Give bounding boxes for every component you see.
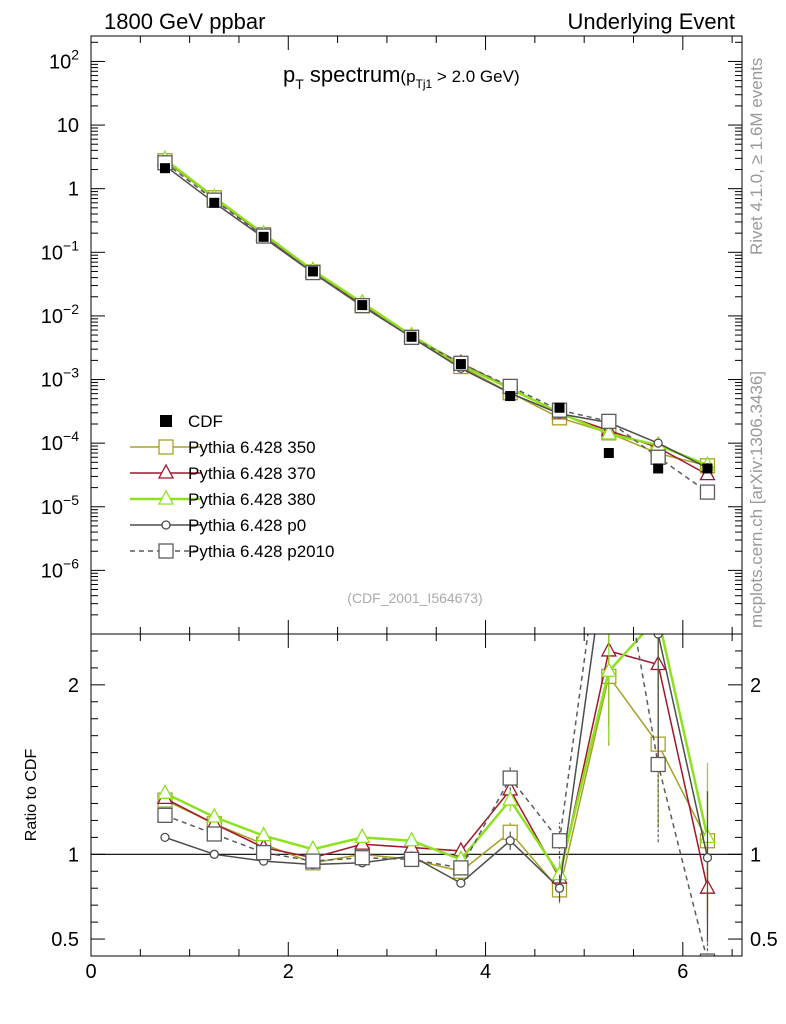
ratio-point-p2010	[206, 826, 222, 842]
series-point-p2010	[650, 449, 666, 465]
ratio-point-p2010	[157, 807, 173, 823]
series-point-p2010	[601, 413, 617, 430]
x-tick-label: 6	[677, 961, 688, 983]
x-tick-label: 2	[283, 961, 294, 983]
ratio-point-p0	[160, 832, 170, 843]
data-point-cdf	[406, 331, 417, 342]
ratio-point-p0	[456, 878, 466, 888]
data-point-cdf	[357, 300, 368, 311]
main-y-tick-label: 10−2	[41, 301, 79, 328]
legend-marker-cdf	[160, 415, 172, 427]
ratio-point-p0	[605, 528, 613, 536]
ratio-point-p380	[255, 826, 272, 842]
x-tick-label: 0	[85, 961, 96, 983]
ratio-y-tick-label: 0.5	[51, 929, 79, 951]
analysis-id-label: (CDF_2001_I564673)	[347, 590, 482, 606]
ratio-point-p0	[702, 853, 713, 863]
ratio-point-p2010	[602, 474, 616, 488]
series-line-p370	[164, 159, 708, 476]
x-tick-label: 4	[480, 961, 491, 983]
ratio-y-axis-label: Ratio to CDF	[23, 749, 40, 842]
main-y-tick-label: 10−6	[41, 555, 79, 582]
ratio-point-p0	[554, 883, 565, 893]
ratio-point-p380	[502, 790, 519, 806]
ratio-point-p2010	[255, 844, 272, 861]
ratio-point-p380	[354, 827, 371, 844]
ratio-point-p2010	[551, 833, 568, 849]
series-line-p350	[164, 160, 708, 467]
energy-label: 1800 GeV ppbar	[104, 9, 265, 34]
main-y-tick-label: 1	[68, 179, 79, 201]
main-y-tick-label: 10−5	[41, 492, 79, 519]
ratio-point-p0	[653, 634, 663, 639]
ratio-point-p0	[209, 849, 219, 859]
data-point-cdf	[159, 163, 170, 174]
ratio-point-p380	[651, 609, 665, 622]
ratio-point-p380	[206, 807, 223, 823]
data-point-cdf	[209, 197, 220, 208]
data-point-cdf	[702, 463, 713, 474]
series-point-p2010	[699, 484, 716, 500]
ratio-y-tick-label-right: 2	[750, 675, 761, 697]
series-point-p380	[600, 424, 617, 440]
ratio-y-tick-label-right: 0.5	[750, 929, 778, 951]
ratio-line-p2010	[164, 634, 707, 956]
legend-label-p2010: Pythia 6.428 p2010	[188, 542, 335, 561]
data-point-cdf	[307, 266, 318, 277]
data-point-cdf	[554, 402, 565, 413]
ratio-point-p2010	[305, 853, 321, 869]
ratio-point-p0	[505, 836, 515, 846]
data-point-cdf	[603, 448, 614, 459]
legend-label-p350: Pythia 6.428 350	[188, 438, 316, 457]
ratio-point-p380	[403, 831, 420, 847]
main-y-tick-label: 102	[49, 46, 79, 73]
series-line-p0	[164, 165, 708, 469]
ratio-point-p2010	[502, 770, 518, 786]
ratio-point-p2010	[699, 953, 716, 956]
legend-marker-p370	[157, 463, 175, 479]
legend-label-p0: Pythia 6.428 p0	[188, 516, 306, 535]
mcplots-label: mcplots.cern.ch [arXiv:1306.3436]	[747, 371, 766, 628]
legend-marker-p0	[161, 520, 171, 530]
ratio-point-p2010	[650, 756, 666, 773]
ratio-y-tick-label-right: 1	[750, 844, 761, 866]
main-y-tick-label: 10−1	[41, 237, 79, 264]
series-line-p380	[164, 158, 708, 467]
main-y-tick-label: 10	[57, 115, 79, 137]
legend-label-p370: Pythia 6.428 370	[188, 464, 316, 483]
legend: CDF Pythia 6.428 350 Pythia 6.428 370 Pythi…	[130, 412, 335, 561]
ratio-point-p380	[156, 783, 174, 799]
ratio-line-p380	[164, 634, 709, 878]
main-y-tick-label: 10−4	[41, 428, 79, 455]
axes: 102 10 1 10−1 10−2 10−3 10−4 10−5 10−6 0 2 4 6 0.5 0.5…	[41, 36, 778, 983]
ratio-panel	[91, 474, 742, 956]
data-point-cdf	[258, 231, 269, 242]
ratio-point-p2010	[403, 851, 420, 868]
plot-title: pT spectrum(pTj1 > 2.0 GeV)	[283, 62, 520, 92]
data-point-cdf	[455, 359, 466, 370]
ratio-point-p2010	[354, 850, 370, 866]
ratio-y-tick-label: 1	[68, 844, 79, 866]
data-point-cdf	[653, 463, 664, 474]
process-label: Underlying Event	[567, 9, 735, 34]
ratio-line-p350	[164, 674, 709, 892]
series-line-p2010	[164, 162, 708, 493]
legend-marker-p380	[157, 489, 175, 505]
main-panel	[156, 149, 716, 500]
legend-label-p380: Pythia 6.428 380	[188, 490, 316, 509]
ratio-point-p2010	[453, 860, 469, 876]
main-y-tick-label: 10−3	[41, 365, 79, 392]
ratio-line-p370	[164, 650, 709, 889]
series-point-p0	[653, 438, 663, 448]
legend-marker-p350	[158, 439, 174, 455]
ratio-point-p380	[600, 661, 617, 677]
legend-label-cdf: CDF	[188, 412, 223, 431]
legend-marker-p2010	[158, 543, 174, 559]
rivet-version-label: Rivet 4.1.0, ≥ 1.6M events	[747, 58, 766, 255]
ratio-y-tick-label: 2	[68, 675, 79, 697]
data-point-cdf	[505, 391, 516, 402]
ratio-frame	[90, 633, 743, 957]
ratio-line-p0	[164, 634, 709, 890]
